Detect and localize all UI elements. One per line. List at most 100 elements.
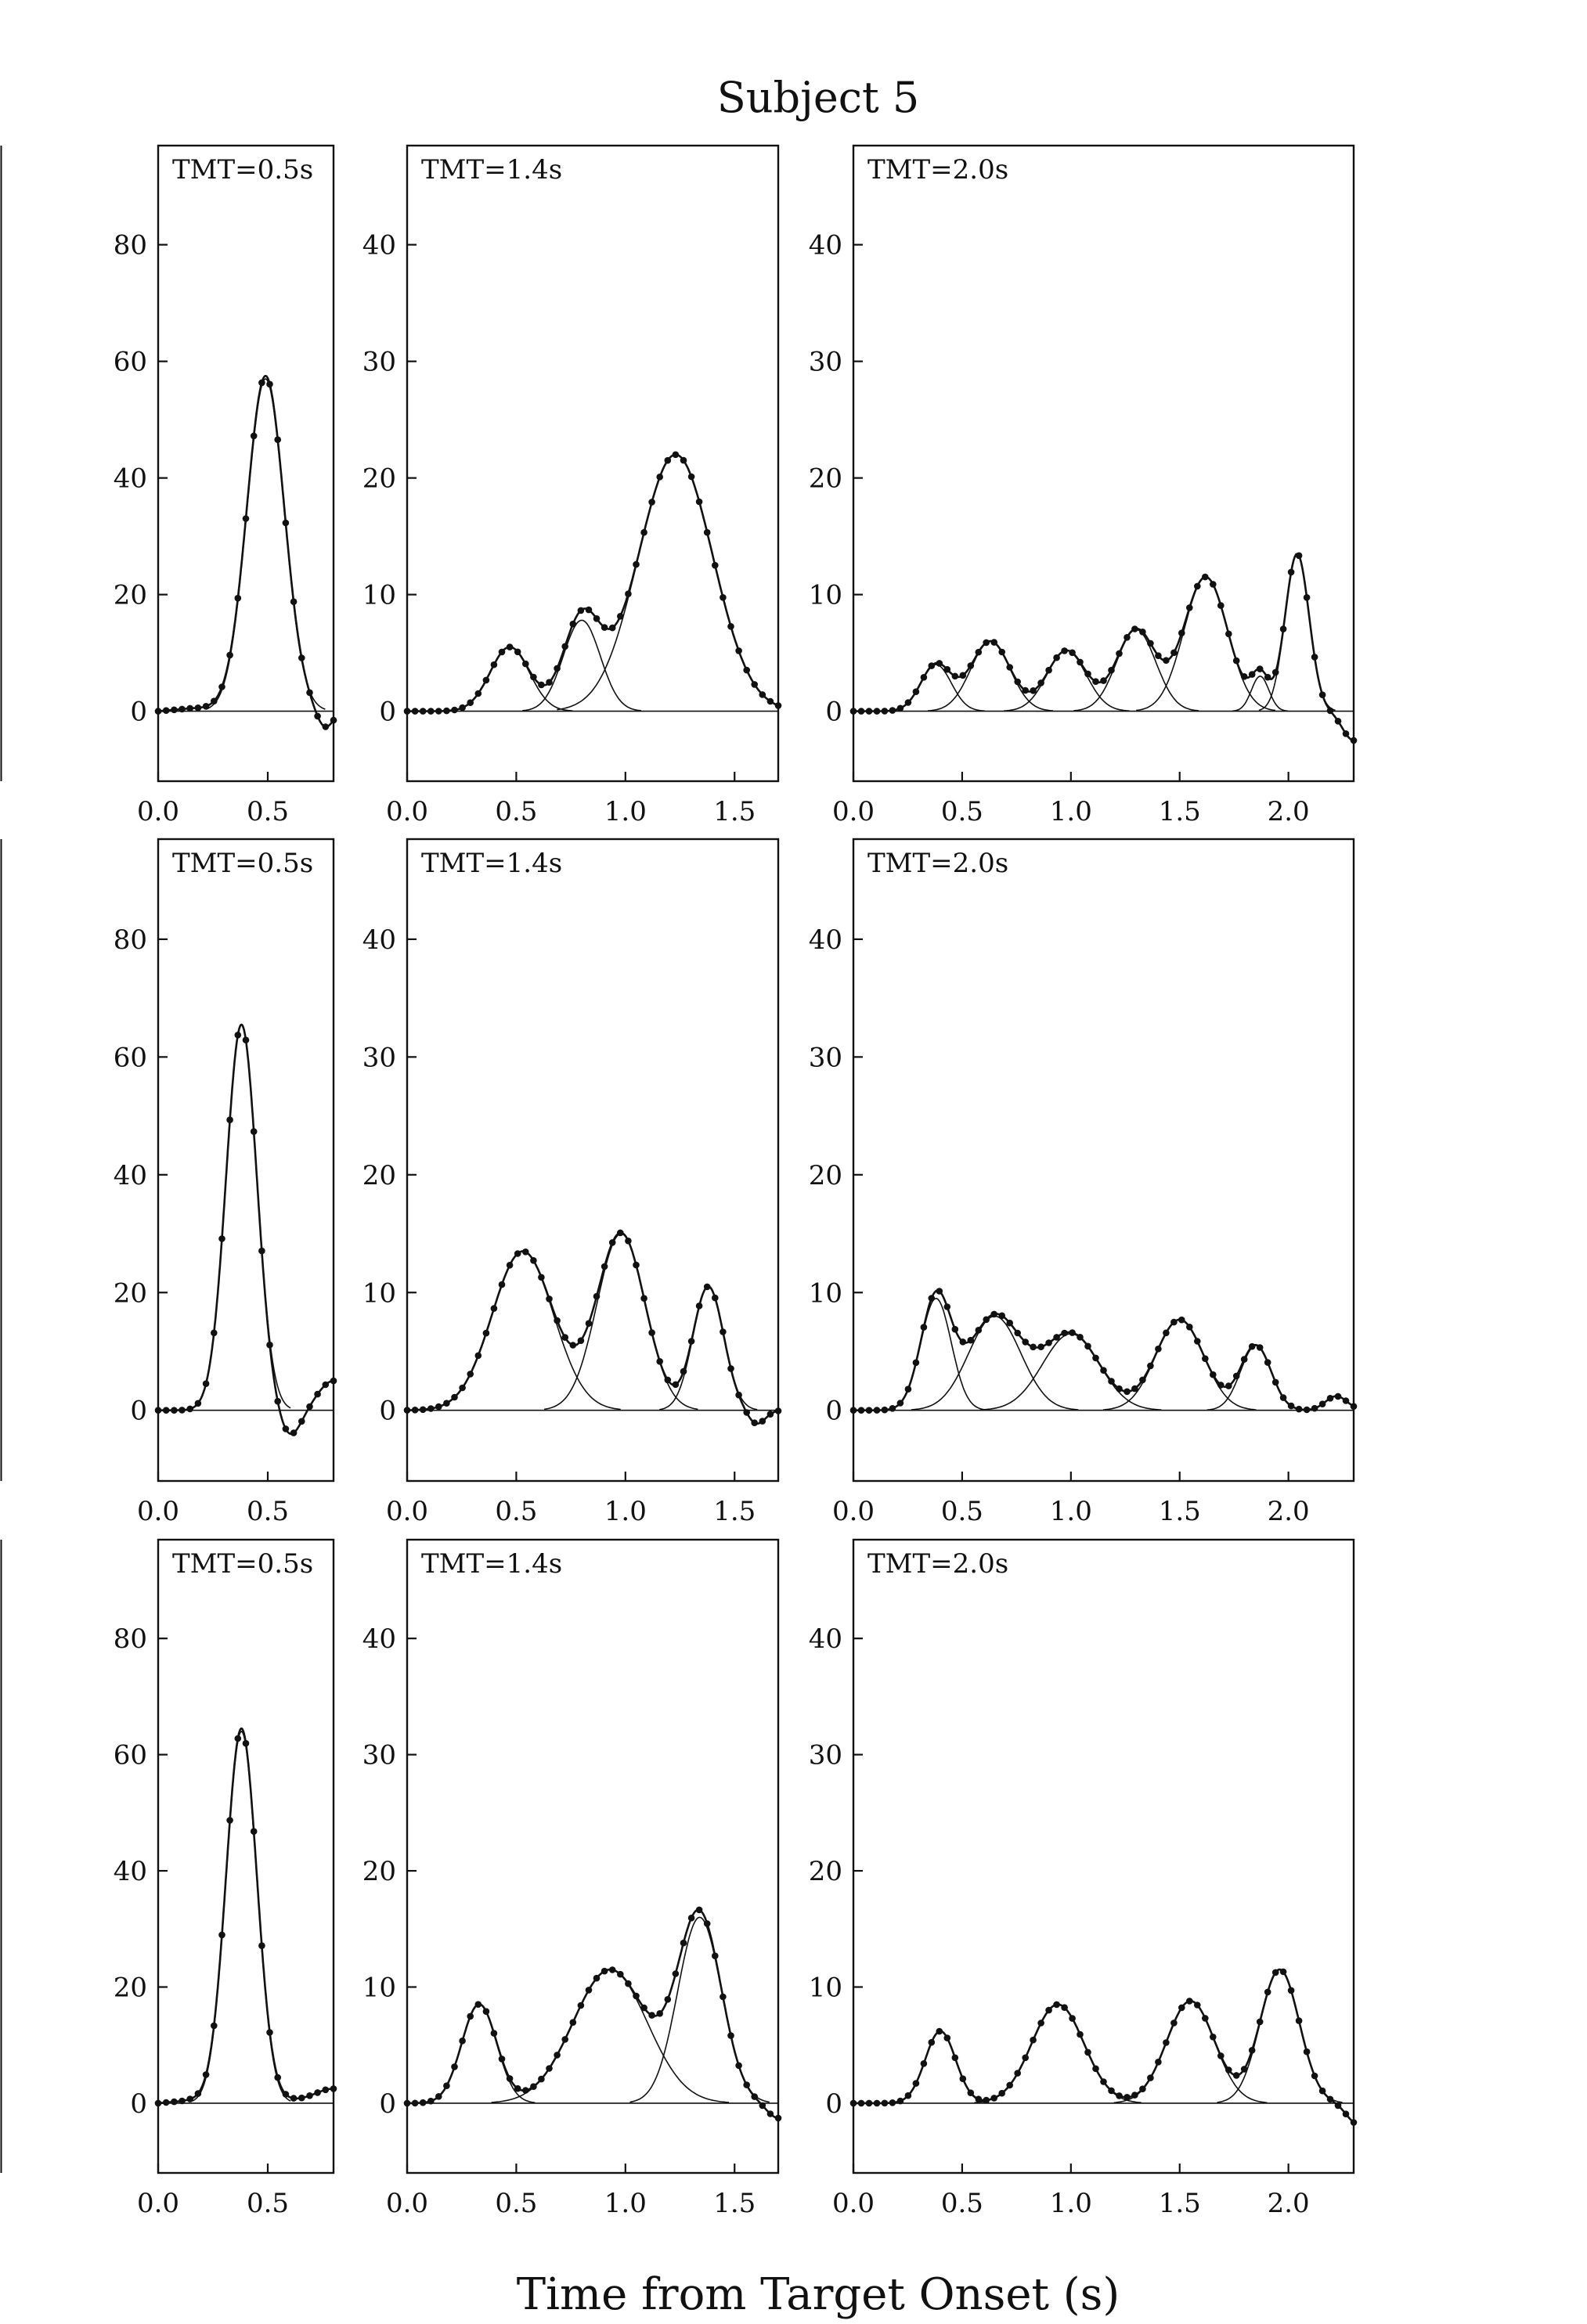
panel-title: TMT=1.4s <box>421 1548 562 1580</box>
data-point <box>648 499 655 506</box>
data-point <box>506 1262 514 1269</box>
data-point <box>967 1336 975 1344</box>
data-point <box>482 676 490 684</box>
x-tick-label: 1.0 <box>1050 2188 1092 2219</box>
data-point <box>1334 718 1342 725</box>
data-point <box>1092 678 1099 685</box>
panel-8: TMT=1.4s 0 10 20 30 40 0.0 0.5 1.0 1.5 <box>362 1538 782 2219</box>
data-point <box>865 708 873 715</box>
data-point <box>720 1993 727 2001</box>
data-point <box>1295 2017 1303 2024</box>
x-tick-label: 2.0 <box>1268 2188 1310 2219</box>
data-point <box>585 1987 593 1994</box>
x-tick-label: 0.0 <box>832 2188 875 2219</box>
y-tick-label: 80 <box>114 230 147 261</box>
data-point <box>1084 2048 1091 2056</box>
data-point <box>1342 2110 1350 2117</box>
data-point <box>959 672 967 679</box>
data-point <box>1217 1382 1225 1389</box>
data-point <box>759 691 766 698</box>
data-point <box>1147 640 1154 647</box>
data-point <box>482 2008 490 2015</box>
data-point <box>1053 2001 1060 2009</box>
x-tick-label: 2.0 <box>1268 796 1310 827</box>
data-point <box>306 1403 313 1411</box>
data-point <box>920 1324 928 1331</box>
data-point <box>896 704 904 712</box>
data-point <box>162 2099 170 2106</box>
data-point <box>857 2099 865 2107</box>
x-tick-label: 0.5 <box>247 2188 289 2219</box>
data-point <box>530 2083 537 2090</box>
data-point <box>912 2080 920 2087</box>
data-point <box>912 1359 920 1367</box>
data-point <box>680 1367 687 1375</box>
data-point <box>522 660 529 668</box>
figure-title: Subject 5 <box>717 73 920 122</box>
data-point <box>593 1292 601 1300</box>
data-point <box>474 1352 482 1360</box>
data-point <box>1147 2074 1154 2081</box>
data-point <box>672 1381 680 1389</box>
panel-title: TMT=2.0s <box>867 154 1008 186</box>
data-point <box>1131 1385 1138 1393</box>
data-point <box>577 607 585 614</box>
data-point <box>648 2012 655 2019</box>
data-point <box>1045 666 1052 674</box>
y-tick-label: 20 <box>114 1277 147 1309</box>
data-point <box>1264 1988 1271 1996</box>
y-tick-label: 40 <box>114 1856 147 1887</box>
data-point <box>1006 2081 1013 2089</box>
y-tick-label: 10 <box>809 580 842 611</box>
data-point <box>695 1906 703 1914</box>
data-point <box>1326 707 1334 715</box>
data-point <box>1124 1388 1131 1396</box>
y-tick-label: 20 <box>809 1160 842 1191</box>
x-tick-label: 1.5 <box>713 796 756 827</box>
data-point <box>759 1418 766 1425</box>
data-point <box>1147 1362 1154 1370</box>
x-tick-label: 0.5 <box>941 2188 983 2219</box>
data-point <box>194 1400 202 1407</box>
data-point <box>546 679 553 686</box>
y-tick-label: 10 <box>809 1972 842 2003</box>
data-point <box>419 1406 427 1414</box>
data-point <box>514 648 521 656</box>
data-point <box>664 456 672 464</box>
plot-frame <box>406 1538 780 2174</box>
data-point <box>1287 568 1295 576</box>
data-point <box>1139 629 1146 636</box>
data-point <box>1037 679 1044 686</box>
data-point <box>234 1735 242 1742</box>
x-tick-label: 0.0 <box>832 796 875 827</box>
y-tick-label: 40 <box>114 1160 147 1191</box>
data-point <box>672 451 680 459</box>
data-point <box>258 379 265 387</box>
data-point <box>171 2098 178 2106</box>
data-point <box>314 712 321 720</box>
data-point <box>1061 1329 1068 1337</box>
data-point <box>774 702 782 709</box>
data-point <box>1279 625 1287 632</box>
y-tick-label: 20 <box>809 1856 842 1887</box>
data-point <box>274 1397 282 1405</box>
data-point <box>314 1390 321 1398</box>
data-point <box>751 2093 758 2100</box>
data-point <box>314 2089 321 2096</box>
y-tick-label: 40 <box>114 463 147 495</box>
data-point <box>625 590 632 597</box>
data-point <box>943 1303 951 1310</box>
data-point <box>1225 1382 1232 1389</box>
y-tick-label: 30 <box>809 347 842 378</box>
data-point <box>490 1305 498 1312</box>
data-point <box>218 1235 225 1242</box>
data-point <box>687 1338 695 1345</box>
data-point <box>1194 2002 1201 2009</box>
data-point <box>1100 1367 1107 1374</box>
data-point <box>1350 737 1358 744</box>
data-point <box>1232 2072 1240 2079</box>
data-point <box>211 2022 218 2030</box>
data-point <box>1124 2094 1131 2101</box>
data-point <box>857 1407 865 1414</box>
